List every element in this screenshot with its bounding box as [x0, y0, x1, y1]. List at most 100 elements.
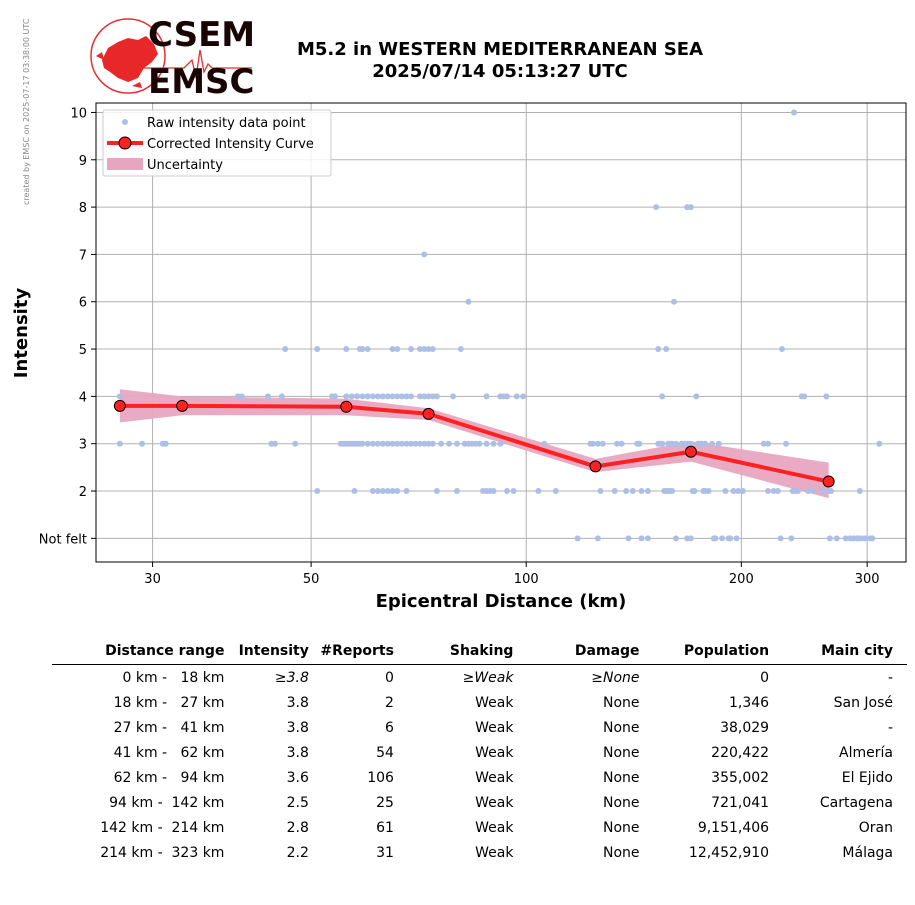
- raw-data-point: [833, 535, 840, 542]
- raw-data-point: [663, 346, 670, 353]
- raw-data-point: [433, 488, 440, 495]
- raw-data-point: [238, 393, 245, 400]
- table-row: 18 km - 27 km 3.8 2 Weak None 1,346 San José: [52, 690, 907, 715]
- raw-data-point: [374, 393, 381, 400]
- y-tick-label: Not felt: [39, 532, 87, 547]
- table-cell-reports: 31: [376, 844, 394, 861]
- raw-data-point: [389, 393, 396, 400]
- y-tick-label: 2: [79, 485, 87, 500]
- raw-data-point: [687, 440, 694, 447]
- x-tick-label: 50: [303, 572, 320, 587]
- raw-data-point: [552, 488, 559, 495]
- raw-data-point: [369, 440, 376, 447]
- y-tick-label: 4: [79, 390, 87, 405]
- raw-data-point: [727, 535, 734, 542]
- y-tick-label: 7: [79, 248, 87, 263]
- raw-data-point: [379, 393, 386, 400]
- x-tick-label: 100: [514, 572, 539, 587]
- raw-data-point: [687, 535, 694, 542]
- raw-data-point: [403, 440, 410, 447]
- table-cell-range: 94 km - 142 km: [109, 794, 225, 811]
- table-cell-intensity: 2.2: [286, 844, 309, 861]
- raw-data-point: [791, 109, 798, 116]
- raw-data-point: [398, 440, 405, 447]
- table-cell-city: Málaga: [842, 844, 893, 861]
- y-axis-label: Intensity: [11, 288, 32, 379]
- table-cell-range: 214 km - 323 km: [100, 844, 225, 861]
- raw-data-point: [513, 393, 520, 400]
- raw-data-point: [292, 440, 299, 447]
- raw-data-point: [504, 393, 511, 400]
- table-cell-city: -: [887, 669, 893, 686]
- raw-data-point: [810, 488, 817, 495]
- raw-data-point: [794, 488, 801, 495]
- raw-data-point: [510, 488, 517, 495]
- raw-data-point: [116, 393, 123, 400]
- raw-data-point: [687, 204, 694, 211]
- table-cell-range: 62 km - 94 km: [113, 769, 225, 786]
- raw-data-point: [384, 440, 391, 447]
- raw-data-point: [669, 488, 676, 495]
- table-cell-intensity: 2.5: [286, 794, 309, 811]
- raw-data-point: [403, 488, 410, 495]
- distance-summary-table: Distance range Intensity #Reports Shaking Da…: [52, 640, 907, 865]
- table-cell-city: -: [887, 719, 893, 736]
- raw-data-point: [433, 393, 440, 400]
- table-cell-reports: 54: [376, 744, 394, 761]
- raw-data-point: [594, 440, 601, 447]
- table-cell-range: 142 km - 214 km: [100, 819, 225, 836]
- table-cell-population: 12,452,910: [688, 844, 770, 861]
- legend-raw-marker: [122, 119, 128, 125]
- table-header-cell: Shaking: [401, 640, 522, 665]
- table-header-row: Distance range Intensity #Reports Shaking Da…: [52, 640, 907, 665]
- raw-data-point: [429, 440, 436, 447]
- raw-data-point: [827, 488, 834, 495]
- raw-data-point: [278, 393, 285, 400]
- table-body: 0 km - 18 km ≥3.8 0 ≥Weak ≥None 0 - 18 km - 27 …: [52, 665, 907, 866]
- table-cell-intensity: ≥3.8: [274, 669, 309, 686]
- raw-data-point: [702, 440, 709, 447]
- table-cell-city: Almería: [839, 744, 893, 761]
- table-cell-damage: None: [603, 694, 640, 711]
- curve-point: [340, 400, 353, 413]
- table-cell-reports: 0: [385, 669, 394, 686]
- raw-data-point: [856, 488, 863, 495]
- table-header-cell: #Reports: [316, 640, 402, 665]
- table-cell-damage: None: [603, 744, 640, 761]
- table-header-cell: Main city: [777, 640, 907, 665]
- raw-data-point: [389, 488, 396, 495]
- raw-data-point: [490, 488, 497, 495]
- raw-data-point: [770, 488, 777, 495]
- table-cell-shaking: Weak: [475, 844, 514, 861]
- raw-data-point: [450, 393, 457, 400]
- table-cell-reports: 2: [385, 694, 394, 711]
- raw-data-point: [638, 535, 645, 542]
- raw-data-point: [709, 440, 716, 447]
- raw-data-point: [364, 346, 371, 353]
- table-cell-city: Oran: [858, 819, 893, 836]
- table-cell-range: 18 km - 27 km: [113, 694, 225, 711]
- x-axis-ticks: 30 50 100 200 300: [144, 562, 880, 587]
- y-tick-label: 5: [79, 343, 87, 358]
- table-cell-reports: 61: [376, 819, 394, 836]
- table-cell-reports: 6: [385, 719, 394, 736]
- raw-data-point: [597, 488, 604, 495]
- table-cell-population: 38,029: [720, 719, 770, 736]
- raw-data-point: [421, 393, 428, 400]
- table-header-cell: Intensity: [232, 640, 317, 665]
- raw-data-point: [541, 440, 548, 447]
- table-header-cell: Population: [647, 640, 778, 665]
- raw-data-point: [629, 488, 636, 495]
- raw-data-point: [416, 393, 423, 400]
- table-cell-shaking: Weak: [475, 719, 514, 736]
- legend-uncertainty-label: Uncertainty: [147, 158, 223, 173]
- raw-data-point: [162, 440, 169, 447]
- raw-data-point: [408, 440, 415, 447]
- table-cell-range: 27 km - 41 km: [113, 719, 225, 736]
- raw-data-point: [483, 393, 490, 400]
- raw-data-point: [359, 346, 366, 353]
- raw-data-point: [421, 251, 428, 258]
- raw-data-point: [644, 488, 651, 495]
- chart-title: M5.2 in WESTERN MEDITERRANEAN SEA 2025/0…: [250, 39, 750, 83]
- raw-data-point: [425, 393, 432, 400]
